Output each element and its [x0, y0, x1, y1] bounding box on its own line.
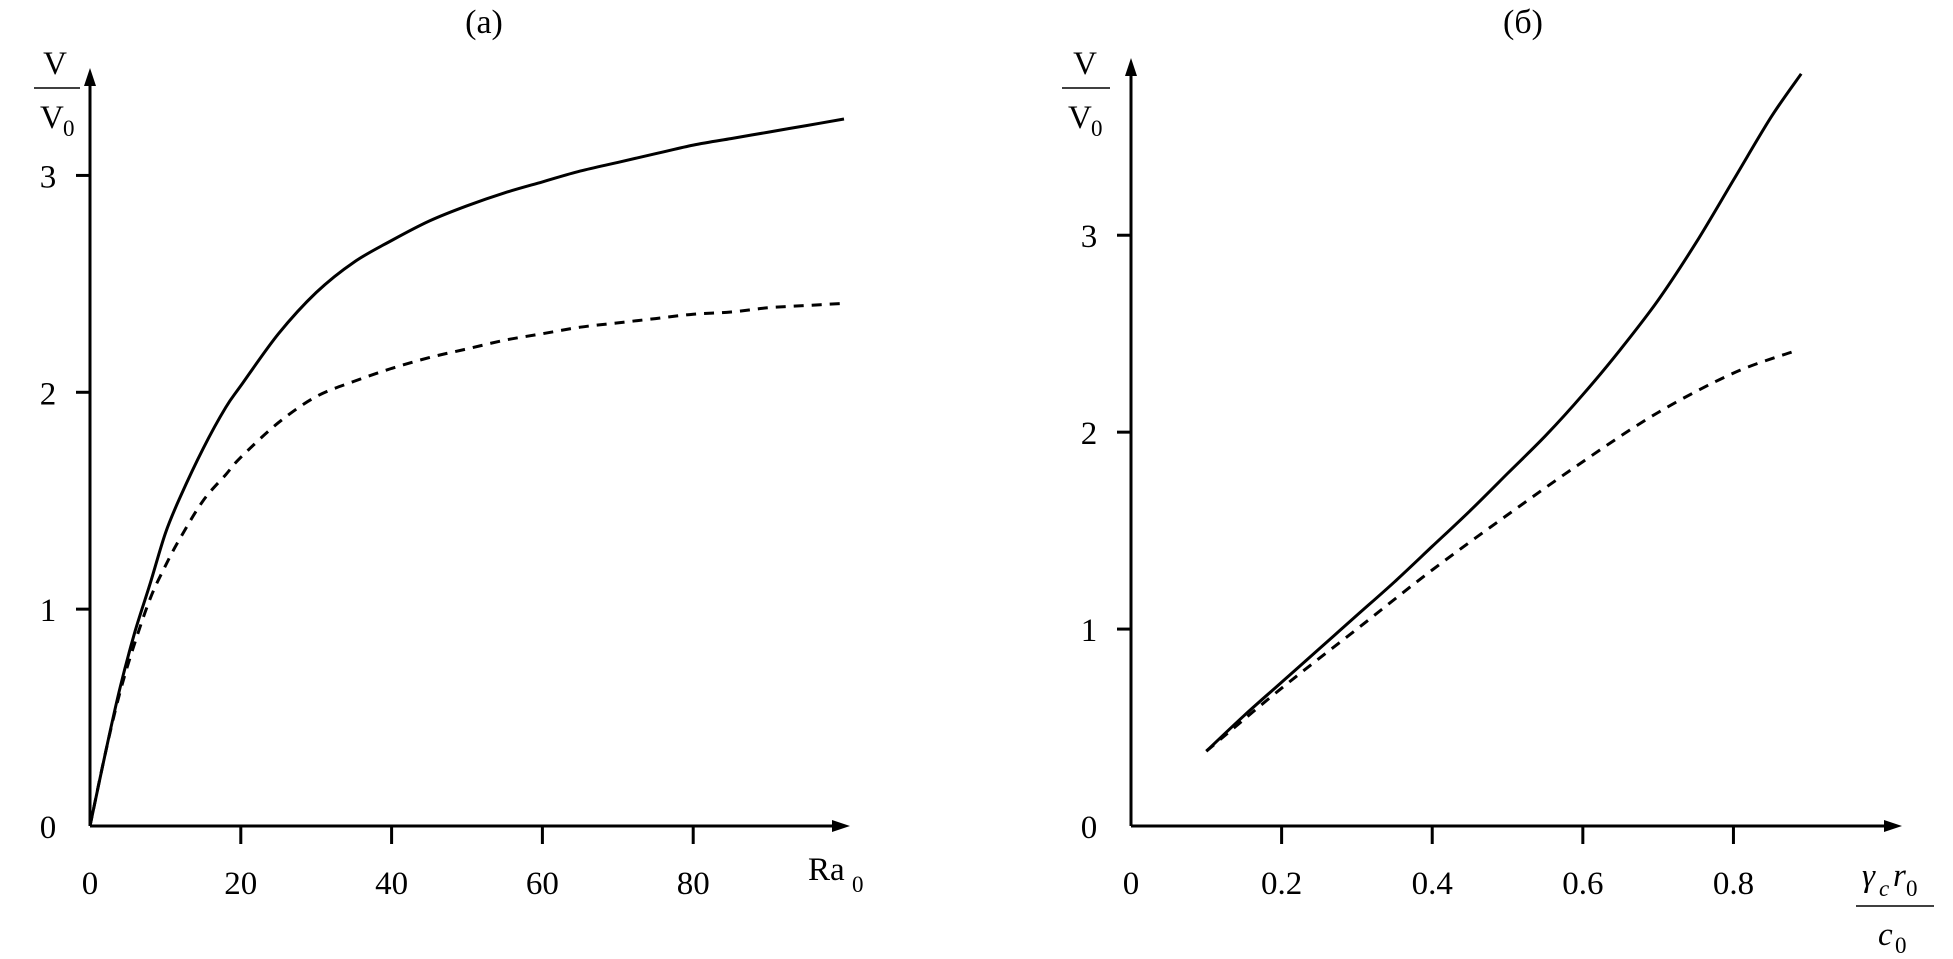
chart-a-x-tick-label: 0: [82, 866, 99, 902]
chart-b-y-label-numerator: V: [1073, 46, 1097, 82]
chart-a-y-tick-label: 3: [40, 159, 57, 195]
chart-a-title: (а): [465, 4, 503, 41]
chart-a-y-tick-label: 2: [40, 376, 57, 412]
chart-a-x-label-sub: 0: [852, 872, 864, 897]
chart-b-series-dashed-line: [1205, 349, 1795, 753]
chart-a-x-axis-arrow: [832, 820, 850, 832]
chart-a-x-tick-label: 60: [526, 866, 559, 902]
chart-b-x-label-gamma: γ: [1862, 858, 1876, 894]
chart-b-x-axis-arrow: [1884, 820, 1902, 832]
chart-b-y-axis-arrow: [1125, 58, 1137, 76]
chart-a-series-solid-line: [88, 117, 845, 827]
chart-b-x-label-r-sub: 0: [1906, 876, 1918, 901]
chart-b-x-tick-label: 0.4: [1412, 866, 1453, 902]
chart-b-x-label-gamma-sub: c: [1879, 876, 1889, 901]
chart-a-y-axis-arrow: [84, 68, 96, 86]
chart-a-y-tick-label: 0: [40, 810, 57, 846]
chart-b-x-label: γ c r 0 c 0: [1856, 858, 1934, 958]
chart-b-x-label-denominator-sub: 0: [1895, 933, 1907, 958]
chart-a-x-tick-label: 20: [224, 866, 257, 902]
chart-b-y-tick-label: 0: [1081, 810, 1098, 846]
chart-b-y-tick-label: 1: [1081, 613, 1098, 649]
chart-a-y-label-denominator: V: [40, 100, 64, 136]
chart-b-y-label-denominator: V: [1068, 100, 1092, 136]
chart-a-y-label-denominator-sub: 0: [63, 116, 75, 141]
chart-b-x-tick-label: 0: [1123, 866, 1140, 902]
chart-b-x-tick-label: 0.2: [1261, 866, 1302, 902]
chart-b-title: (б): [1503, 4, 1543, 41]
chart-b-series-solid-line: [1205, 72, 1803, 753]
chart-a-y-tick-label: 1: [40, 593, 57, 629]
chart-panel-a: (а) V V 0 Ra 0 0 20 40 60 80 0 1 2 3: [34, 4, 864, 902]
chart-b-x-label-denominator: c: [1878, 917, 1893, 953]
chart-b-x-tick-label: 0.8: [1713, 866, 1754, 902]
chart-b-x-tick-label: 0.6: [1562, 866, 1603, 902]
chart-a-y-label-numerator: V: [43, 46, 67, 82]
chart-b-y-tick-label: 3: [1081, 219, 1098, 255]
chart-a-series-dashed-line: [88, 301, 845, 827]
chart-b-y-label: V V 0: [1062, 46, 1110, 141]
chart-a-y-label: V V 0: [34, 46, 80, 141]
chart-a-x-label: Ra 0: [808, 852, 864, 897]
chart-a-x-tick-label: 40: [375, 866, 408, 902]
chart-panel-b: (б) V V 0 γ c r 0 c 0 0 0.2 0.4 0.6 0.8 0 1 2 3: [1062, 4, 1934, 958]
chart-a-x-tick-label: 80: [677, 866, 710, 902]
chart-b-x-label-r: r: [1893, 858, 1906, 894]
chart-b-y-tick-label: 2: [1081, 416, 1098, 452]
chart-a-x-label-main: Ra: [808, 852, 845, 888]
chart-b-y-label-denominator-sub: 0: [1091, 116, 1103, 141]
